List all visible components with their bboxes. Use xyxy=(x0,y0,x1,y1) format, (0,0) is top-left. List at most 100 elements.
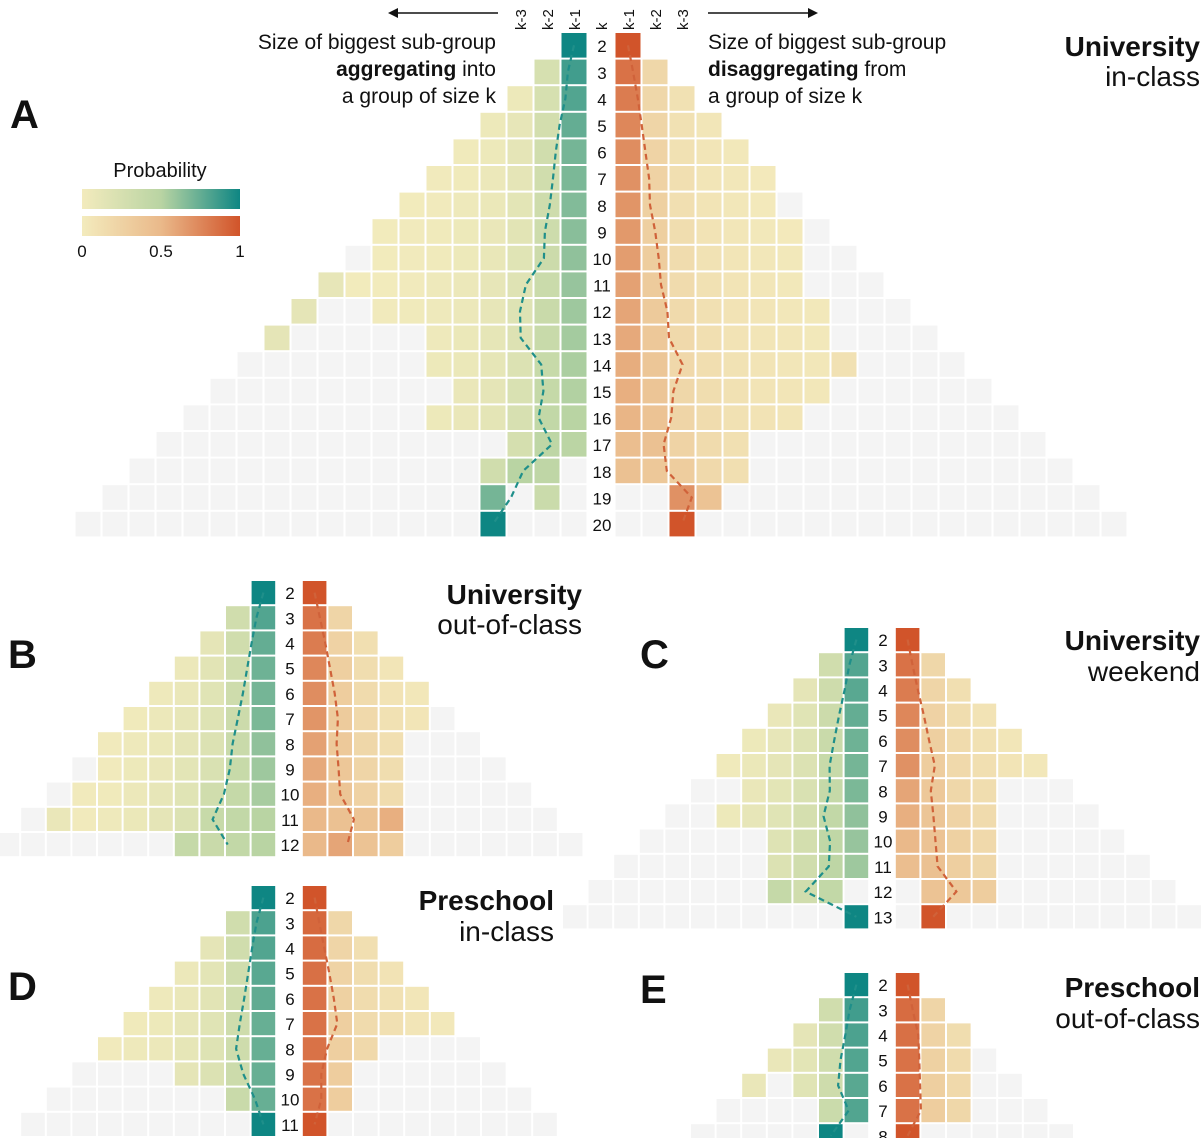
cell-E-dis-k7-j1 xyxy=(895,1099,920,1123)
cell-A-agg-k16-j5 xyxy=(453,405,479,430)
cell-C-agg-k11-j7 xyxy=(691,854,715,878)
cell-E-dis-k7-j2 xyxy=(921,1099,945,1123)
left-note-tail: into xyxy=(456,58,496,81)
cell-A-agg-k10-j4 xyxy=(480,245,506,271)
cell-B-agg-k12-j6 xyxy=(123,833,148,857)
legend-aggregating-bar xyxy=(82,189,240,209)
cell-B-dis-k5-j1 xyxy=(302,656,327,680)
cell-C-agg-k11-j3 xyxy=(793,854,817,878)
cell-E-dis-k6-j2 xyxy=(921,1073,945,1097)
cell-B-dis-k12-j5 xyxy=(405,833,429,857)
cell-E-agg-k4-j3 xyxy=(793,1023,817,1047)
cell-D-dis-k9-j8 xyxy=(482,1062,506,1086)
cell-A-dis-k19-j6 xyxy=(750,485,776,510)
cell-A-dis-k15-j6 xyxy=(750,378,776,404)
cell-C-agg-k6-j5 xyxy=(742,728,766,752)
cell-A-agg-k13-j5 xyxy=(453,325,479,351)
cell-B-dis-k4-j2 xyxy=(328,631,352,655)
cell-B-agg-k10-j3 xyxy=(200,782,224,806)
k-label-D-4: 4 xyxy=(285,940,294,959)
cell-B-dis-k11-j5 xyxy=(405,807,429,831)
cell-C-dis-k12-j10 xyxy=(1126,880,1150,904)
cell-A-dis-k7-j3 xyxy=(669,166,695,191)
cell-C-agg-k12-j8 xyxy=(665,880,689,904)
cell-A-agg-k9-j4 xyxy=(480,219,506,244)
cell-A-agg-k20-j11 xyxy=(291,511,317,537)
cell-A-agg-k13-j10 xyxy=(318,325,344,351)
cell-E-agg-k5-j4 xyxy=(767,1048,792,1072)
cell-A-dis-k19-j7 xyxy=(777,485,803,510)
cell-D-agg-k10-j4 xyxy=(174,1087,199,1111)
cell-A-dis-k17-j3 xyxy=(669,432,695,457)
cell-D-agg-k11-j10 xyxy=(21,1112,45,1136)
cell-E-dis-k7-j3 xyxy=(947,1099,971,1123)
cell-C-dis-k7-j6 xyxy=(1023,754,1048,778)
cell-A-dis-k20-j16 xyxy=(1020,511,1046,537)
mean-line-D-aggregating xyxy=(234,897,265,1125)
cell-D-dis-k8-j3 xyxy=(354,1037,378,1061)
cell-E-agg-k8-j4 xyxy=(767,1124,792,1138)
cell-A-dis-k12-j5 xyxy=(723,299,749,324)
col-label-dis-k2: k-2 xyxy=(648,9,665,30)
cell-C-dis-k5-j4 xyxy=(972,703,997,727)
cell-A-agg-k12-j11 xyxy=(291,299,317,324)
cell-A-dis-k18-j12 xyxy=(912,458,938,484)
cell-A-dis-k10-j9 xyxy=(831,245,857,271)
cell-A-dis-k16-j11 xyxy=(885,405,911,430)
k-label-B-9: 9 xyxy=(285,761,294,780)
cell-D-dis-k4-j1 xyxy=(302,936,327,960)
cell-C-dis-k13-j1 xyxy=(895,905,920,929)
cell-A-dis-k19-j11 xyxy=(885,485,911,510)
cell-B-agg-k11-j4 xyxy=(174,807,199,831)
cell-A-agg-k12-j8 xyxy=(372,299,398,324)
cell-A-dis-k14-j9 xyxy=(831,352,857,377)
cell-C-dis-k12-j11 xyxy=(1151,880,1176,904)
cell-A-agg-k18-j11 xyxy=(291,458,317,484)
cell-B-dis-k6-j2 xyxy=(328,681,352,705)
cell-E-dis-k7-j5 xyxy=(998,1099,1022,1123)
cell-D-dis-k2-j1 xyxy=(302,886,327,910)
cell-D-dis-k10-j6 xyxy=(430,1087,455,1111)
cell-A-agg-k20-j18 xyxy=(102,511,128,537)
k-label-B-12: 12 xyxy=(281,836,300,855)
cell-A-agg-k15-j11 xyxy=(291,378,317,404)
cell-A-agg-k12-j10 xyxy=(318,299,344,324)
cell-A-dis-k10-j8 xyxy=(804,245,830,271)
mean-line-B-aggregating xyxy=(211,592,265,846)
cell-C-agg-k10-j8 xyxy=(665,829,689,853)
cell-C-agg-k7-j6 xyxy=(716,754,741,778)
cell-A-dis-k17-j14 xyxy=(966,432,992,457)
legend-tick-0.5: 0.5 xyxy=(149,242,173,261)
cell-B-dis-k6-j5 xyxy=(405,681,429,705)
k-label-C-4: 4 xyxy=(878,682,887,701)
cell-B-agg-k6-j2 xyxy=(226,681,250,705)
cell-A-agg-k17-j12 xyxy=(264,432,290,457)
cell-C-agg-k7-j2 xyxy=(819,754,843,778)
cell-A-dis-k18-j2 xyxy=(642,458,668,484)
cell-D-dis-k9-j2 xyxy=(328,1062,352,1086)
cell-E-dis-k4-j2 xyxy=(921,1023,945,1047)
cell-C-agg-k9-j8 xyxy=(665,804,689,828)
cell-C-dis-k9-j4 xyxy=(972,804,997,828)
k-label-A-6: 6 xyxy=(597,144,606,163)
cell-C-dis-k12-j7 xyxy=(1049,880,1073,904)
cell-B-agg-k5-j3 xyxy=(200,656,224,680)
cell-D-dis-k6-j1 xyxy=(302,986,327,1010)
cell-C-dis-k13-j11 xyxy=(1151,905,1176,929)
cell-B-agg-k8-j2 xyxy=(226,732,250,756)
cell-A-agg-k11-j5 xyxy=(453,272,479,297)
cell-C-dis-k12-j1 xyxy=(895,880,920,904)
heatmap-panels: 234567891011121314151617181920AUniversit… xyxy=(0,31,1201,1138)
cell-C-dis-k13-j7 xyxy=(1049,905,1073,929)
cell-C-dis-k8-j1 xyxy=(895,779,920,803)
cell-A-agg-k9-j1 xyxy=(561,219,587,244)
cell-C-agg-k12-j1 xyxy=(844,880,869,904)
cell-A-dis-k20-j2 xyxy=(642,511,668,537)
header-annotation: k-3 k-2 k-1 k k-1 k-2 k-3 Size of bigges… xyxy=(258,8,946,108)
cell-D-dis-k7-j6 xyxy=(430,1012,455,1036)
cell-A-agg-k19-j3 xyxy=(507,485,533,510)
cell-B-dis-k8-j2 xyxy=(328,732,352,756)
cell-B-dis-k11-j7 xyxy=(456,807,480,831)
cell-A-agg-k20-j7 xyxy=(399,511,425,537)
k-label-A-18: 18 xyxy=(593,463,612,482)
